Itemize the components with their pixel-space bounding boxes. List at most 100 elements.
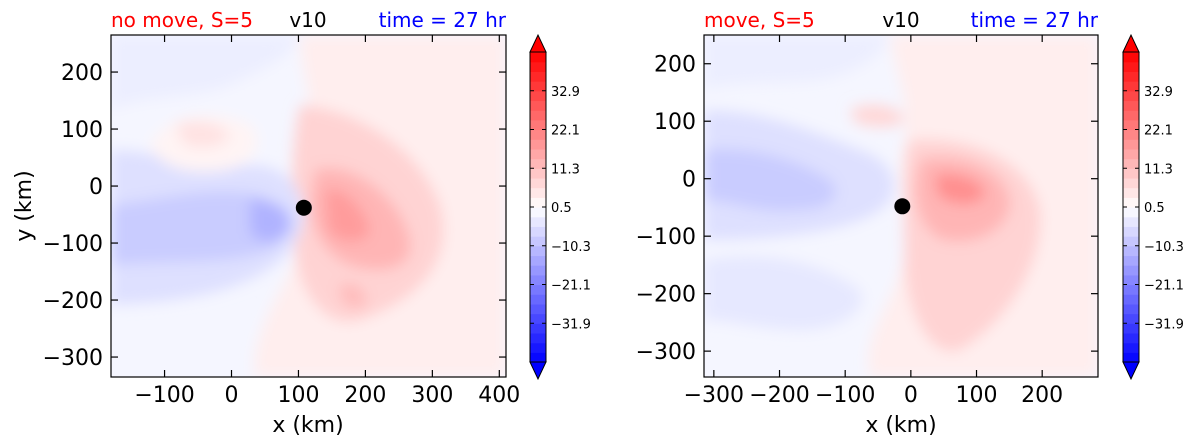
y-tick-label: 100 bbox=[61, 118, 103, 143]
colorbar-segment bbox=[1123, 303, 1139, 315]
x-tick-label: 200 bbox=[344, 383, 386, 408]
x-tick-label: 100 bbox=[277, 383, 319, 408]
panel2-xlabel: x (km) bbox=[865, 413, 936, 438]
colorbar-segment bbox=[1123, 207, 1139, 218]
colorbar-tick-label: −10.3 bbox=[1144, 240, 1184, 255]
colorbar-segment bbox=[530, 236, 546, 247]
panel2-axes bbox=[703, 34, 1099, 378]
colorbar-segment bbox=[530, 294, 546, 305]
panel1-ylabel: y (km) bbox=[12, 170, 37, 241]
colorbar-segment bbox=[530, 129, 546, 140]
panel2-title-center: v10 bbox=[882, 8, 919, 32]
panel2-title-right: time = 27 hr bbox=[971, 8, 1099, 32]
x-tick-label: −200 bbox=[749, 383, 809, 408]
colorbar-tick-label: −31.9 bbox=[551, 317, 591, 332]
colorbar-segment bbox=[530, 265, 546, 276]
y-tick-label: −300 bbox=[636, 340, 696, 365]
colorbar-tick-label: −10.3 bbox=[551, 240, 591, 255]
colorbar-segment bbox=[530, 168, 546, 179]
y-tick-label: −100 bbox=[636, 225, 696, 250]
colorbar-segment bbox=[1123, 158, 1139, 169]
colorbar-segment bbox=[1123, 255, 1139, 266]
panel1-title-right: time = 27 hr bbox=[379, 8, 507, 32]
colorbar-segment bbox=[1123, 187, 1139, 198]
colorbar-segment bbox=[1123, 294, 1139, 305]
colorbar-segment bbox=[530, 245, 546, 257]
colorbar-tick-label: 11.3 bbox=[551, 162, 580, 177]
colorbar-segment bbox=[530, 226, 546, 237]
y-tick-label: −300 bbox=[43, 346, 103, 371]
colorbar-tick-label: 32.9 bbox=[1144, 85, 1173, 100]
panel2-marks bbox=[894, 198, 911, 215]
colorbar-segment bbox=[530, 303, 546, 315]
colorbar-segment bbox=[1123, 197, 1139, 208]
panel1-marks bbox=[295, 199, 312, 216]
panel-move: move, S=5 v10 time = 27 hr −300 −200 −100 0… bbox=[636, 8, 1184, 438]
colorbar-tick-label: −21.1 bbox=[551, 279, 591, 294]
panel1-axes bbox=[110, 34, 507, 378]
colorbar-segment bbox=[530, 313, 546, 324]
colorbar-segment bbox=[1123, 71, 1139, 82]
x-tick-label: 100 bbox=[956, 383, 998, 408]
colorbar-segment bbox=[1123, 110, 1139, 121]
colorbar-segment bbox=[530, 81, 546, 92]
colorbar-segment bbox=[1123, 129, 1139, 140]
colorbar-segment bbox=[530, 284, 546, 295]
colorbar-segment bbox=[1123, 245, 1139, 257]
x-tick-label: 400 bbox=[478, 383, 520, 408]
panel1-title-center: v10 bbox=[289, 8, 326, 32]
colorbar-segment bbox=[530, 119, 546, 131]
colorbar-segment bbox=[530, 197, 546, 208]
panel2-colorbar: 32.9 22.1 11.3 0.5 −10.3 −21.1 −31.9 bbox=[1122, 33, 1184, 381]
colorbar-segment bbox=[530, 139, 546, 150]
y-tick-label: 200 bbox=[61, 61, 103, 86]
colorbar-segment bbox=[1123, 313, 1139, 324]
colorbar-segment bbox=[530, 61, 546, 72]
y-tick-label: −200 bbox=[636, 283, 696, 308]
colorbar-segment bbox=[1123, 284, 1139, 295]
colorbar-tick-label: 22.1 bbox=[551, 124, 580, 139]
colorbar-segment bbox=[530, 216, 546, 227]
panel1-ticks: −100 0 100 200 300 400 200 100 0 −100 −200 −300 bbox=[43, 35, 520, 408]
colorbar-segment bbox=[1123, 100, 1139, 111]
colorbar-segment bbox=[1123, 148, 1139, 160]
colorbar-tick-label: 11.3 bbox=[1144, 162, 1173, 177]
panel2-field bbox=[704, 35, 1098, 377]
colorbar-segment bbox=[1123, 332, 1139, 344]
colorbar-segment bbox=[530, 352, 546, 363]
colorbar-segment bbox=[530, 332, 546, 344]
y-tick-label: 100 bbox=[654, 110, 696, 135]
panel1-colorbar: 32.9 22.1 11.3 0.5 −10.3 −21.1 −31.9 bbox=[529, 33, 591, 381]
x-tick-label: −100 bbox=[134, 383, 194, 408]
colorbar-segment bbox=[530, 177, 546, 189]
y-tick-label: −200 bbox=[43, 289, 103, 314]
x-tick-label: 200 bbox=[1021, 383, 1063, 408]
colorbar-segment bbox=[1123, 342, 1139, 353]
colorbar-segment bbox=[1123, 265, 1139, 276]
colorbar-segment bbox=[530, 323, 546, 334]
colorbar-extend-max bbox=[529, 33, 547, 53]
colorbar-segment bbox=[530, 100, 546, 111]
colorbar-segment bbox=[530, 52, 546, 63]
x-tick-label: 300 bbox=[411, 383, 453, 408]
colorbar-tick-label: 32.9 bbox=[551, 85, 580, 100]
x-tick-label: 0 bbox=[904, 383, 918, 408]
panel1-title-left: no move, S=5 bbox=[111, 8, 253, 32]
colorbar-segment bbox=[1123, 81, 1139, 92]
panel2-title-left: move, S=5 bbox=[704, 8, 815, 32]
colorbar-segment bbox=[530, 255, 546, 266]
colorbar-segment bbox=[1123, 274, 1139, 286]
panel1-field bbox=[111, 35, 506, 377]
y-tick-label: 0 bbox=[682, 168, 696, 193]
colorbar-segment bbox=[530, 110, 546, 121]
colorbar-segment bbox=[530, 90, 546, 102]
y-tick-label: 200 bbox=[654, 53, 696, 78]
panel-no-move: no move, S=5 v10 time = 27 hr bbox=[12, 8, 591, 438]
colorbar-tick-label: −21.1 bbox=[1144, 279, 1184, 294]
colorbar-segment bbox=[1123, 236, 1139, 247]
colorbar-segment bbox=[1123, 216, 1139, 227]
x-tick-label: 0 bbox=[225, 383, 239, 408]
x-tick-label: −300 bbox=[684, 383, 744, 408]
